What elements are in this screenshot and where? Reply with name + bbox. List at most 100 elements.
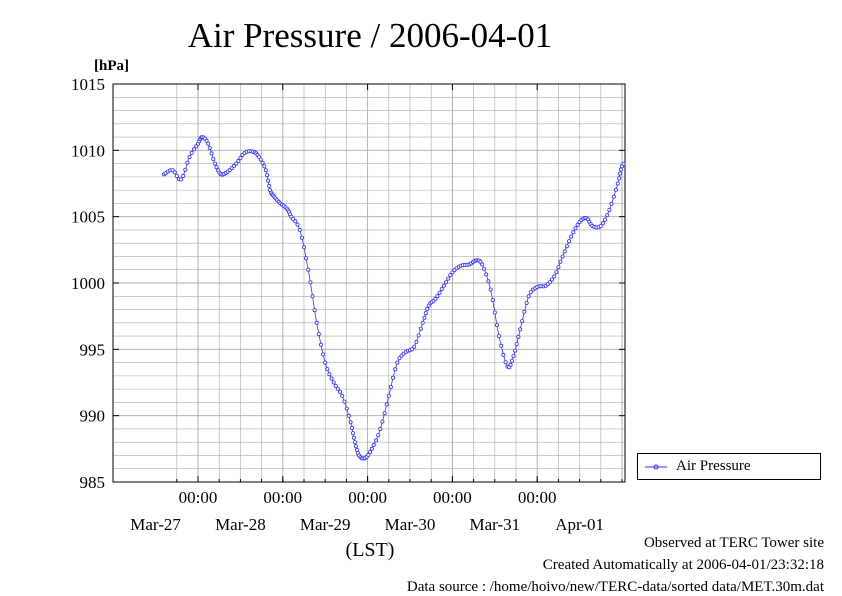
data-point: [607, 207, 612, 212]
x-time-label: 00:00: [433, 488, 472, 507]
data-point: [441, 283, 446, 288]
data-point: [337, 389, 342, 394]
data-point: [621, 161, 626, 166]
data-point: [353, 444, 358, 449]
x-time-label: 00:00: [179, 488, 218, 507]
data-point: [187, 154, 192, 159]
data-point: [369, 446, 374, 451]
data-point: [316, 332, 321, 337]
data-point: [207, 145, 212, 150]
data-point: [308, 280, 313, 285]
y-axis-label: [hPa]: [94, 58, 129, 74]
data-point: [609, 201, 614, 206]
y-axis-ticks: 1015 1010 1005 1000 995 990 985: [71, 75, 625, 492]
data-point: [513, 348, 518, 353]
data-point: [496, 334, 501, 339]
x-date-label: Mar-27: [130, 515, 181, 534]
data-point: [354, 447, 359, 452]
data-point: [481, 266, 486, 271]
data-point: [556, 265, 561, 270]
data-point: [564, 244, 569, 249]
data-point: [373, 438, 378, 443]
data-point: [366, 452, 371, 457]
data-point: [490, 298, 495, 303]
data-point: [183, 167, 188, 172]
data-point: [393, 367, 398, 372]
data-point: [569, 234, 574, 239]
data-point: [174, 173, 179, 178]
data-point: [333, 383, 338, 388]
data-point: [435, 294, 440, 299]
data-point: [503, 360, 508, 365]
data-point: [554, 270, 559, 275]
data-point: [260, 160, 265, 165]
data-point: [382, 411, 387, 416]
data-point: [600, 221, 605, 226]
y-tick-label: 990: [80, 407, 106, 426]
data-point: [518, 327, 523, 332]
data-point: [209, 151, 214, 156]
data-point: [486, 279, 491, 284]
data-point: [414, 339, 419, 344]
data-point: [346, 413, 351, 418]
data-point: [547, 280, 552, 285]
data-point: [412, 344, 417, 349]
data-point: [266, 178, 271, 183]
data-point: [511, 353, 516, 358]
data-point: [329, 376, 334, 381]
data-point: [562, 249, 567, 254]
data-point: [310, 294, 315, 299]
data-point: [314, 320, 319, 325]
data-point: [321, 352, 326, 357]
data-point: [437, 290, 442, 295]
legend-swatch-air-pressure: [645, 464, 667, 470]
data-point: [350, 431, 355, 436]
data-point: [323, 360, 328, 365]
data-point: [560, 254, 565, 259]
data-point: [178, 177, 183, 182]
data-point: [514, 342, 519, 347]
data-point: [526, 294, 531, 299]
data-point: [410, 347, 415, 352]
data-point: [231, 163, 236, 168]
data-point: [550, 277, 555, 282]
data-point: [318, 342, 323, 347]
data-point: [211, 156, 216, 161]
data-point: [206, 141, 211, 146]
data-point: [352, 440, 357, 445]
data-point: [611, 194, 616, 199]
data-point: [520, 318, 525, 323]
data-point: [214, 165, 219, 170]
data-point: [384, 402, 389, 407]
data-point: [331, 380, 336, 385]
data-point: [422, 315, 427, 320]
data-point: [508, 362, 513, 367]
data-point: [351, 435, 356, 440]
data-point: [191, 147, 196, 152]
data-point: [522, 309, 527, 314]
x-date-label: Apr-01: [555, 515, 604, 534]
legend-label-air-pressure: Air Pressure: [676, 458, 751, 474]
x-time-label: 00:00: [518, 488, 557, 507]
data-point: [301, 245, 306, 250]
data-point: [236, 158, 241, 163]
x-date-label: Mar-29: [300, 515, 351, 534]
data-point: [618, 171, 623, 176]
data-point: [234, 161, 239, 166]
chart-legend: Air Pressure: [637, 453, 821, 480]
data-point: [295, 222, 300, 227]
data-point: [552, 274, 557, 279]
x-time-label: 00:00: [348, 488, 387, 507]
data-point: [390, 375, 395, 380]
data-point: [416, 333, 421, 338]
data-point: [263, 168, 268, 173]
data-point: [603, 217, 608, 222]
data-point: [567, 239, 572, 244]
x-date-label: Mar-31: [469, 515, 520, 534]
y-tick-label: 1005: [71, 208, 105, 227]
data-point: [212, 161, 217, 166]
y-tick-label: 985: [80, 473, 106, 492]
data-point: [348, 420, 353, 425]
data-point: [293, 219, 298, 224]
data-point: [558, 259, 563, 264]
